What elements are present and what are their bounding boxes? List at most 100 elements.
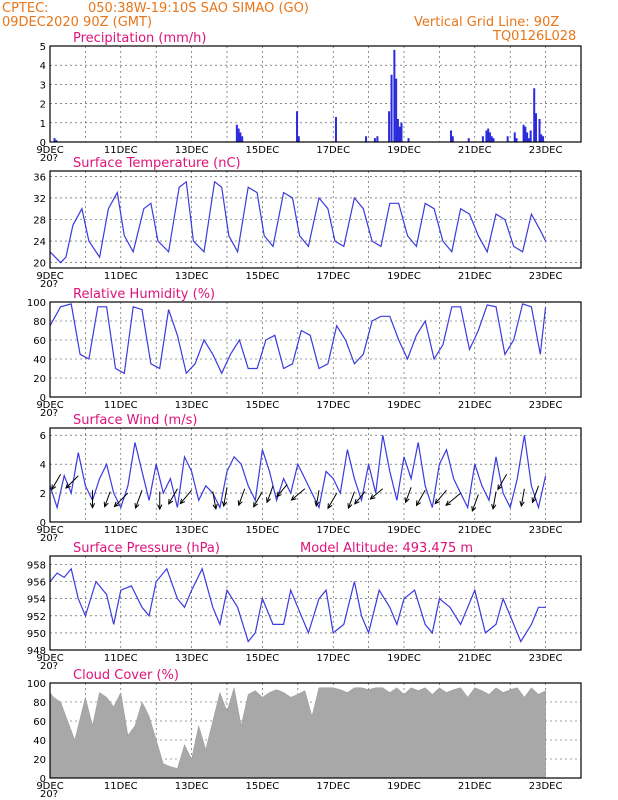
wind-arrow-head: [434, 498, 440, 505]
wind-arrow-head: [237, 500, 243, 507]
y-tick-label: 100: [27, 298, 46, 309]
cloud-area: [49, 687, 546, 779]
x-tick-label: 23DEC: [529, 653, 563, 664]
y-tick-label: 0: [40, 393, 46, 404]
y-tick-label: 100: [27, 679, 46, 690]
x-tick-label: 17DEC: [316, 400, 350, 411]
precip-bar: [398, 126, 401, 142]
precip-bar: [527, 138, 530, 142]
y-tick-label: 28: [33, 216, 46, 227]
y-tick-label: 0: [40, 774, 46, 785]
precip-bar: [451, 136, 454, 142]
wind-arrow-head: [519, 501, 525, 508]
x-tick-label: 21DEC: [458, 653, 492, 664]
precip-bar: [450, 130, 453, 142]
wind-arrow: [434, 489, 447, 504]
precip-bar: [506, 136, 509, 142]
wind-arrow: [238, 488, 246, 506]
precip-bar: [388, 111, 391, 142]
wind-arrow-head: [497, 484, 503, 491]
precip-bar: [393, 49, 396, 143]
y-tick-label: 32: [33, 194, 46, 205]
x-tick-label: 9DEC: [36, 145, 63, 156]
y-tick-label: 5: [40, 42, 46, 53]
x-tick-label: 17DEC: [316, 653, 350, 664]
wind-arrow: [212, 491, 217, 509]
panel-title: Surface Temperature (nC): [73, 156, 241, 171]
precip-bar: [492, 138, 495, 142]
panel-frame: [49, 301, 582, 398]
x-tick-label: 13DEC: [175, 525, 209, 536]
wind-arrow: [416, 489, 426, 506]
precip-bar: [376, 136, 379, 142]
precip-bar: [542, 136, 545, 142]
wind-arrow-head: [157, 504, 163, 511]
wind-arrow-head: [168, 498, 174, 505]
x-tick-label: 9DEC: [36, 400, 63, 411]
wind-arrow-head: [471, 505, 477, 513]
y-tick-label: 952: [27, 612, 46, 623]
precip-bar: [534, 113, 537, 142]
wind-arrow: [168, 488, 178, 505]
precip-bar: [538, 118, 541, 142]
x-tick-label: 11DEC: [104, 525, 138, 536]
panel-title: Precipitation (mm/h): [73, 31, 206, 46]
x-tick-label: 21DEC: [458, 400, 492, 411]
y-tick-label: 6: [40, 431, 46, 442]
wind-arrow-head: [266, 497, 271, 504]
y-tick-label: 0: [40, 518, 46, 529]
y-tick-label: 1: [40, 119, 46, 130]
precip-bar: [481, 136, 484, 142]
x-tick-label: 15DEC: [246, 653, 280, 664]
panel-wind: Surface Wind (m/s) 0 2 4 6 9DEC 11DEC 13DEC 15DE…: [36, 413, 582, 544]
wind-arrow-head: [290, 495, 297, 501]
wind-arrow: [405, 487, 412, 503]
precip-bar: [407, 138, 410, 142]
wind-arrow-head: [103, 501, 109, 508]
panel-title: Surface Pressure (hPa): [73, 541, 220, 556]
panel-frame: [49, 427, 582, 523]
panel-title: Relative Humidity (%): [73, 287, 215, 302]
rh-series-line: [49, 303, 547, 375]
precip-bar: [522, 124, 525, 142]
wind-arrow-head: [179, 498, 186, 505]
x-tick-label: 11DEC: [104, 400, 138, 411]
wind-arrow: [276, 484, 288, 497]
x-tick-label: 11DEC: [104, 781, 138, 792]
x-tick-label: 15DEC: [246, 145, 280, 156]
wind-arrow-head: [65, 483, 71, 489]
x-tick-label: 19DEC: [387, 653, 421, 664]
y-tick-label: 950: [27, 629, 46, 640]
wind-arrow: [104, 491, 111, 507]
panels-group: Precipitation (mm/h) 0 1 2 3 4 5 9DEC 11DEC 13DEC…: [27, 31, 582, 800]
wind-arrow: [65, 475, 79, 489]
y-tick-label: 20: [33, 259, 46, 270]
precip-bar: [373, 138, 376, 142]
precip-bar: [529, 130, 532, 142]
wind-arrow: [520, 488, 525, 507]
precip-bar: [467, 138, 470, 142]
precip-bar: [513, 132, 516, 142]
wind-arrow-head: [51, 484, 57, 491]
wind-arrow: [179, 489, 192, 504]
wind-arrow-head: [347, 503, 353, 510]
precip-bar: [296, 111, 299, 142]
wind-arrow-head: [89, 502, 96, 509]
y-tick-label: 60: [33, 336, 46, 347]
y-tick-label: 954: [27, 595, 46, 606]
x-tick-label: 15DEC: [246, 271, 280, 282]
y-tick-label: 40: [33, 355, 46, 366]
x-tick-label: 9DEC: [36, 271, 63, 282]
x-tick-label: 9DEC: [36, 781, 63, 792]
wind-arrow-head: [253, 501, 259, 508]
precip-bar: [55, 140, 58, 142]
precip-bar: [241, 136, 244, 142]
x-tick-label: 17DEC: [316, 145, 350, 156]
date-label: 09DEC2020 90Z (GMT): [2, 15, 152, 30]
wind-arrow: [471, 494, 479, 512]
wind-arrow: [370, 488, 384, 500]
y-tick-label: 20: [33, 374, 46, 385]
x-tick-label: 11DEC: [104, 271, 138, 282]
precip-bar: [365, 136, 368, 142]
wind-arrow-head: [113, 501, 120, 508]
